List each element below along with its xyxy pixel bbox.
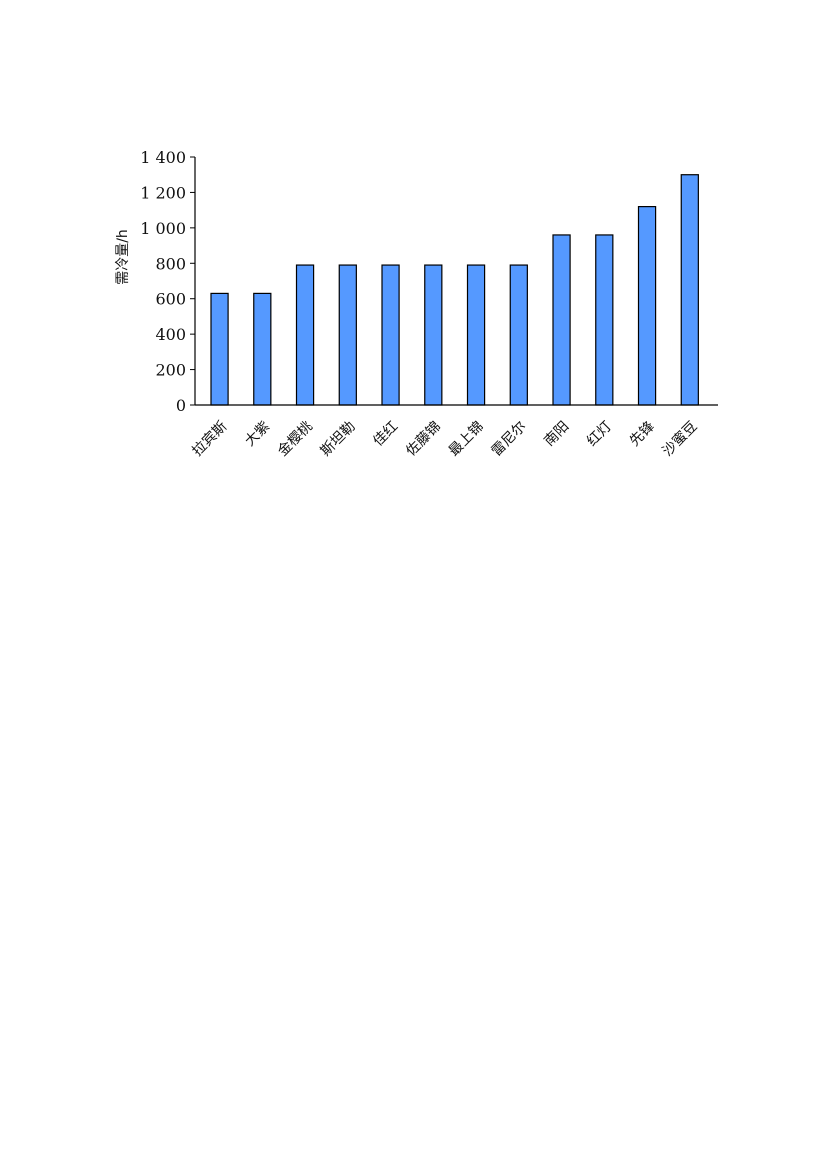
y-tick-label: 0 bbox=[176, 396, 186, 415]
y-axis-ticks: 0 200 400 600 800 1 000 1 200 1 400 bbox=[140, 148, 195, 415]
x-category-label: 金樱桃 bbox=[274, 418, 316, 460]
bar bbox=[381, 264, 400, 406]
x-category-label: 红灯 bbox=[584, 419, 615, 450]
y-axis-label: 需冷量/h bbox=[115, 229, 131, 285]
y-tick-label: 1 000 bbox=[140, 219, 186, 238]
bar bbox=[295, 264, 315, 406]
y-tick-label: 600 bbox=[155, 290, 186, 309]
y-tick-label: 200 bbox=[155, 361, 186, 380]
x-category-label: 先锋 bbox=[627, 419, 658, 450]
x-category-label: 斯坦勒 bbox=[318, 419, 359, 460]
bars bbox=[210, 174, 699, 406]
y-tick-label: 1 200 bbox=[140, 183, 186, 202]
y-tick-label: 400 bbox=[155, 325, 186, 344]
x-category-label: 南阳 bbox=[541, 419, 572, 450]
x-category-label: 最上锦 bbox=[445, 418, 487, 460]
x-category-label: 佐藤锦 bbox=[402, 418, 444, 460]
x-category-label: 拉宾斯 bbox=[189, 419, 230, 460]
bar bbox=[552, 234, 571, 406]
x-category-label: 大紫 bbox=[242, 419, 273, 450]
bar bbox=[680, 174, 699, 406]
bar bbox=[637, 206, 657, 406]
bar bbox=[466, 264, 486, 406]
x-category-label: 佳红 bbox=[370, 419, 401, 450]
bar bbox=[210, 292, 229, 406]
x-category-label: 沙蜜豆 bbox=[660, 419, 701, 460]
x-category-label: 雷尼尔 bbox=[489, 419, 530, 460]
y-tick-label: 1 400 bbox=[140, 148, 186, 167]
bar bbox=[338, 264, 357, 406]
x-axis-labels: 拉宾斯 大紫 金樱桃 斯坦勒 佳红 佐藤锦 最上锦 雷尼尔 南阳 红灯 先锋 沙蜜豆 bbox=[189, 418, 700, 460]
y-tick-label: 800 bbox=[155, 254, 186, 273]
bar bbox=[595, 234, 614, 406]
bar bbox=[253, 292, 272, 406]
bar bbox=[509, 264, 528, 406]
bar bbox=[424, 264, 443, 406]
